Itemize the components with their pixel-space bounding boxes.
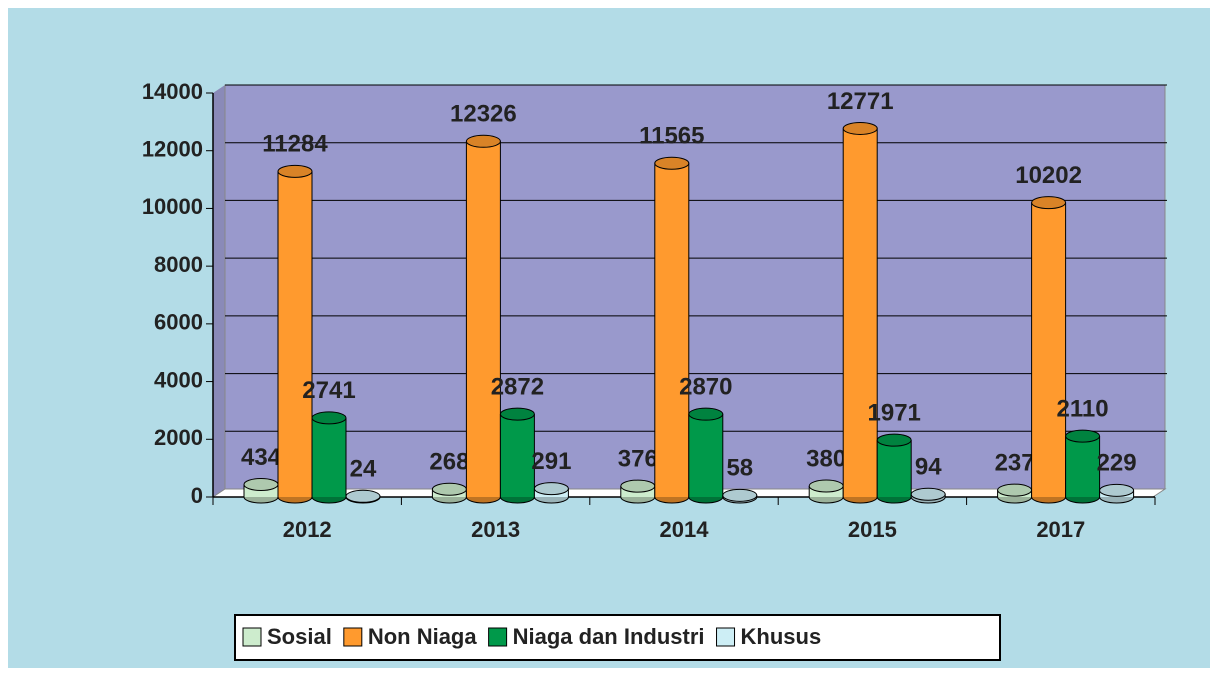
x-tick-label: 2015 xyxy=(848,517,897,542)
bar xyxy=(345,489,381,504)
bar xyxy=(243,477,279,504)
x-tick-label: 2014 xyxy=(660,517,710,542)
data-label: 1971 xyxy=(868,399,921,426)
legend-swatch xyxy=(343,627,363,647)
data-label: 229 xyxy=(1097,450,1137,477)
data-label: 12771 xyxy=(827,88,894,115)
data-label: 10202 xyxy=(1015,162,1082,189)
left-wall xyxy=(213,85,225,497)
legend-label: Khusus xyxy=(741,624,822,649)
bar-body xyxy=(1065,436,1100,497)
bar-body xyxy=(843,128,878,497)
data-label: 268 xyxy=(429,449,469,476)
bar-top xyxy=(1099,483,1135,497)
data-label: 237 xyxy=(995,450,1035,477)
y-tick-label: 6000 xyxy=(154,310,203,335)
bar xyxy=(876,433,912,504)
bar-top xyxy=(722,488,758,502)
bar-top xyxy=(654,156,690,170)
bar xyxy=(465,134,501,504)
data-label: 380 xyxy=(806,445,846,472)
bar-body xyxy=(466,141,501,497)
bar-top xyxy=(311,411,347,425)
bar xyxy=(1099,483,1135,504)
bar-top xyxy=(910,487,946,501)
bar xyxy=(277,164,313,504)
bar-top xyxy=(808,479,844,493)
legend xyxy=(234,614,1001,661)
bar-body xyxy=(278,171,312,497)
bar xyxy=(499,407,535,504)
data-label: 434 xyxy=(241,444,282,471)
bar xyxy=(311,411,347,504)
y-tick-label: 4000 xyxy=(154,367,203,392)
bar-body xyxy=(654,163,689,497)
data-label: 376 xyxy=(618,445,658,472)
bar xyxy=(910,487,946,504)
bar-top xyxy=(465,134,501,148)
data-label: 58 xyxy=(726,455,753,482)
data-label: 11565 xyxy=(639,123,704,150)
bar-top xyxy=(1031,196,1067,210)
bar-top xyxy=(997,483,1033,497)
data-label: 291 xyxy=(531,448,571,475)
legend-swatch xyxy=(716,627,736,647)
y-tick-label: 8000 xyxy=(154,252,203,277)
y-tick-label: 0 xyxy=(191,483,203,508)
data-label: 2872 xyxy=(491,373,544,400)
legend-swatch xyxy=(242,627,262,647)
x-tick-label: 2013 xyxy=(471,517,520,542)
bar-top xyxy=(499,407,535,421)
bar xyxy=(654,156,690,504)
y-tick-label: 10000 xyxy=(142,194,203,219)
y-tick-label: 2000 xyxy=(154,425,203,450)
legend-label: Non Niaga xyxy=(368,624,478,649)
data-label: 2110 xyxy=(1057,395,1109,422)
bar xyxy=(1065,429,1101,504)
bar xyxy=(620,479,656,504)
bar xyxy=(1031,196,1067,504)
bar xyxy=(431,482,467,504)
bar-top xyxy=(876,433,912,447)
bar xyxy=(997,483,1033,504)
bar-body xyxy=(877,440,912,497)
data-label: 2741 xyxy=(302,377,355,404)
bar-top xyxy=(277,164,313,178)
bar xyxy=(722,488,758,504)
bar-top xyxy=(1065,429,1101,443)
y-tick-label: 14000 xyxy=(142,79,203,104)
bar-body xyxy=(500,414,535,497)
y-tick-label: 12000 xyxy=(142,137,203,162)
bar-top xyxy=(688,407,724,421)
bar-top xyxy=(842,121,878,135)
data-label: 12326 xyxy=(450,101,517,128)
bar-top xyxy=(533,482,569,496)
x-tick-label: 2012 xyxy=(283,517,332,542)
bar xyxy=(533,482,569,504)
bar-top xyxy=(243,477,279,491)
x-tick-label: 2017 xyxy=(1036,517,1085,542)
bar xyxy=(808,479,844,504)
bar-top xyxy=(345,489,381,503)
data-label: 2870 xyxy=(679,374,732,401)
data-label: 24 xyxy=(350,456,377,483)
bar-top xyxy=(431,482,467,496)
bar xyxy=(842,121,878,504)
bar-body xyxy=(312,417,346,497)
bar xyxy=(688,407,724,504)
bar-body xyxy=(688,414,723,497)
bar-body xyxy=(1031,202,1066,497)
legend-label: Sosial xyxy=(267,624,332,649)
data-label: 94 xyxy=(915,454,942,481)
legend-label: Niaga dan Industri xyxy=(513,624,705,649)
data-label: 11284 xyxy=(262,131,328,158)
legend-swatch xyxy=(488,627,508,647)
bar-top xyxy=(620,479,656,493)
